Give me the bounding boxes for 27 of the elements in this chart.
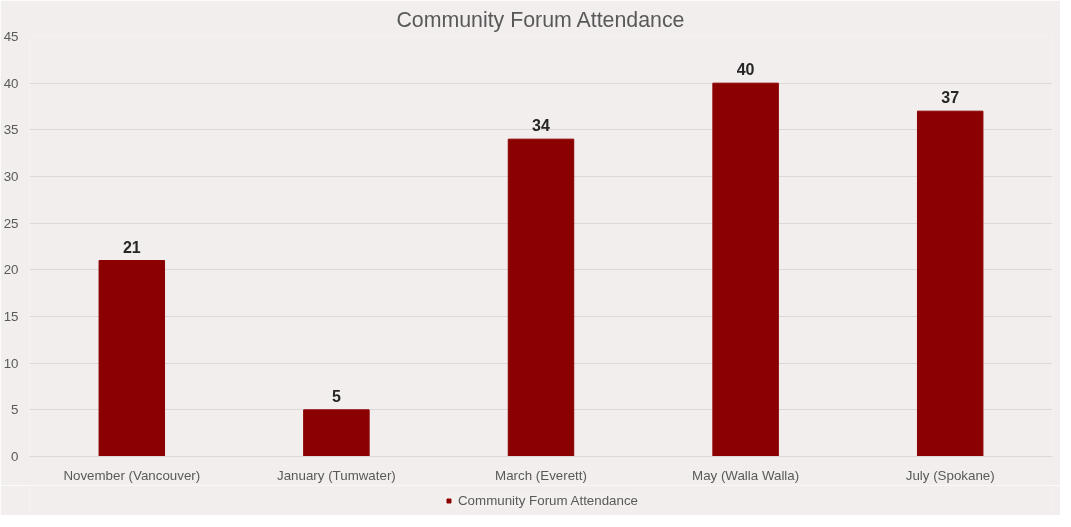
data-label: 5 (331, 387, 341, 405)
y-tick-label: 0 (11, 449, 19, 464)
y-tick-label: 35 (3, 122, 19, 138)
x-tick-label: March (Everett) (495, 467, 587, 483)
data-label: 40 (736, 61, 755, 79)
bar (916, 110, 984, 457)
y-tick-label: 30 (3, 169, 19, 184)
legend-label: Community Forum Attendance (457, 492, 639, 508)
data-label: 37 (941, 89, 960, 107)
bar (507, 138, 575, 457)
y-tick-label: 20 (3, 262, 19, 278)
bar (98, 260, 166, 457)
bar (712, 82, 779, 457)
x-tick-label: May (Walla Walla) (692, 467, 800, 483)
y-tick-label: 10 (3, 355, 19, 371)
y-tick-label: 25 (3, 215, 19, 231)
x-tick-label: January (Tumwater) (277, 467, 396, 483)
x-tick-label: July (Spokane) (905, 467, 995, 483)
y-tick-label: 40 (3, 75, 19, 91)
x-tick-label: November (Vancouver) (63, 467, 201, 483)
data-label: 21 (122, 238, 141, 256)
y-tick-label: 45 (3, 29, 19, 44)
bar (303, 409, 370, 457)
y-tick-label: 5 (11, 402, 19, 418)
data-label: 34 (532, 117, 550, 135)
y-tick-label: 15 (3, 309, 19, 324)
chart-title: Community Forum Attendance (396, 7, 685, 32)
